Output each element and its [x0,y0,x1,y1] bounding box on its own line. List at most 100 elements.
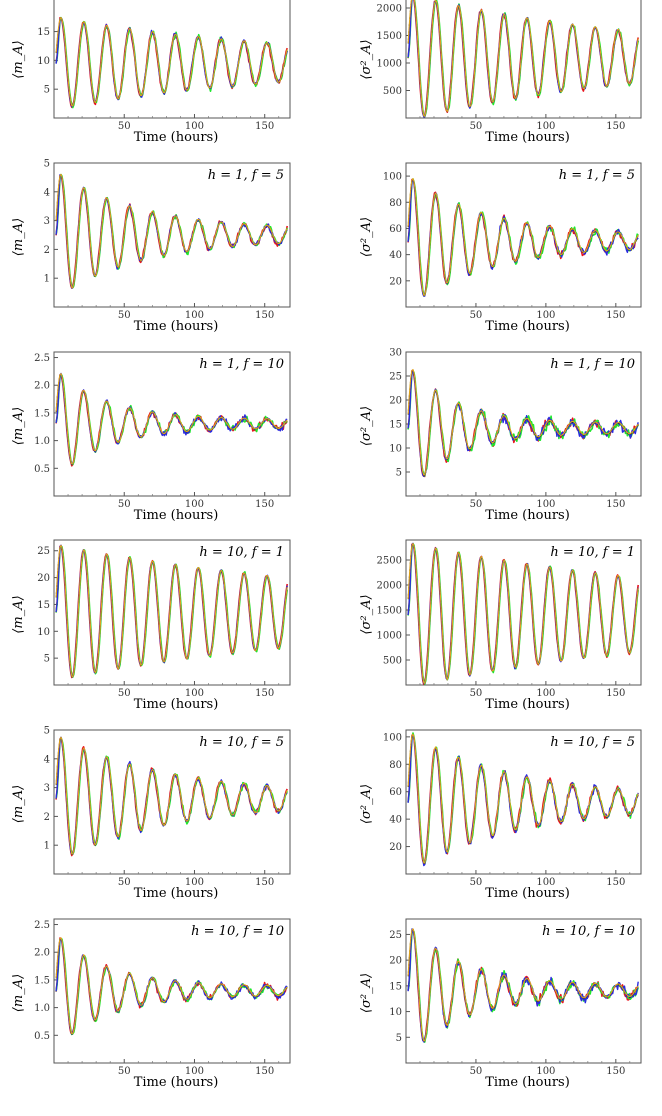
series-line-orange [407,928,639,1042]
chart-panel-7: 50 100 150 5 10 15 20 25 Time (hours) ⟨m_A⟩ h = 10… [11,539,291,712]
panel-annotation: h = 10, f = 10 [191,924,284,939]
y-tick-label: 5 [396,468,402,479]
series-line-red [407,543,639,685]
series-line-orange [407,178,639,296]
plot-frame [53,918,291,1064]
series-line-blue [407,0,639,118]
x-tick-label: 100 [185,310,204,321]
x-axis-label: Time (hours) [134,886,219,901]
series-line-red [407,0,639,117]
y-tick-label: 1 [44,841,50,852]
x-tick-label: 100 [536,877,555,888]
y-tick-label: 1500 [377,606,402,617]
y-tick-label: 500 [383,656,402,667]
x-tick-label: 100 [185,877,204,888]
x-tick-label: 50 [470,688,483,699]
y-tick-label: 20 [389,396,402,407]
y-tick-label: 10 [389,444,402,455]
y-tick-label: 500 [383,86,402,97]
y-tick-label: 25 [389,930,402,941]
y-tick-label: 10 [389,1007,402,1018]
y-tick-label: 2000 [377,581,402,592]
series-line-orange [55,544,288,678]
y-tick-label: 5 [44,85,50,96]
plot-frame [405,162,642,308]
chart-panel-2: 50 100 150 500 1000 1500 2000 Time (hours) ⟨σ²_A… [359,0,642,145]
y-tick-label: 2.5 [34,353,50,364]
x-tick-label: 50 [118,688,131,699]
chart-panel-5: 50 100 150 0.5 1.0 1.5 2.0 2.5 Time (hours) ⟨m_A⟩… [11,351,291,523]
y-tick-label: 80 [389,760,402,771]
x-tick-label: 150 [255,877,274,888]
x-axis-label: Time (hours) [485,130,570,145]
plot-frame [405,0,642,119]
y-axis-label: ⟨m_A⟩ [11,595,26,633]
y-tick-label: 20 [37,573,50,584]
panel-annotation: h = 10, f = 5 [550,735,635,750]
y-tick-label: 4 [44,187,50,198]
x-tick-label: 50 [470,121,483,132]
series-line-green [407,0,639,118]
y-tick-label: 5 [44,159,50,170]
series-line-orange [55,173,288,288]
x-tick-label: 50 [470,1066,483,1077]
x-tick-label: 150 [606,688,625,699]
x-tick-label: 100 [185,688,204,699]
chart-panel-3: 50 100 150 1 2 3 4 5 Time (hours) ⟨m_A⟩ h = 1, f =… [11,159,291,334]
plot-frame [405,729,642,875]
plot-frame [53,539,291,686]
y-axis-label: ⟨σ²_A⟩ [359,217,374,257]
x-tick-label: 150 [255,310,274,321]
x-axis-label: Time (hours) [134,697,219,712]
series-line-black [55,174,288,289]
x-tick-label: 150 [255,1066,274,1077]
y-tick-label: 1500 [377,31,402,42]
y-tick-label: 15 [37,600,50,611]
series-line-blue [55,174,288,289]
series-line-green [55,545,288,678]
series-line-orange [55,17,288,107]
x-tick-label: 150 [255,688,274,699]
series-line-black [407,0,639,118]
y-tick-label: 25 [389,372,402,383]
panel-annotation: h = 10, f = 10 [542,924,635,939]
panel-annotation: h = 10, f = 1 [199,545,284,560]
series-line-orange [55,736,288,855]
y-tick-label: 1.0 [34,436,50,447]
y-tick-label: 2 [44,812,50,823]
series-line-orange [55,937,288,1035]
series-line-black [55,545,288,678]
y-tick-label: 10 [37,627,50,638]
y-tick-label: 2 [44,245,50,256]
y-tick-label: 20 [389,276,402,287]
x-tick-label: 100 [536,1066,555,1077]
y-tick-label: 1000 [377,59,402,70]
y-tick-label: 20 [389,842,402,853]
x-tick-label: 50 [118,499,131,510]
panel-annotation: h = 1, f = 5 [559,168,635,183]
series-line-blue [407,542,639,685]
plot-frame [405,539,642,686]
y-tick-label: 0.5 [34,464,50,475]
series-line-green [55,173,288,289]
x-axis-label: Time (hours) [134,130,219,145]
y-tick-label: 60 [389,787,402,798]
x-axis-label: Time (hours) [485,697,570,712]
series-line-orange [407,542,639,684]
x-tick-label: 50 [118,1066,131,1077]
series-line-orange [407,733,639,864]
y-tick-label: 2500 [377,556,402,567]
series-line-black [407,734,639,864]
series-line-green [55,737,288,855]
y-tick-label: 4 [44,754,50,765]
y-tick-label: 25 [37,546,50,557]
y-tick-label: 5 [44,726,50,737]
y-tick-label: 0.5 [34,1031,50,1042]
panel-annotation: h = 10, f = 1 [550,545,635,560]
y-axis-label: ⟨σ²_A⟩ [359,973,374,1013]
y-tick-label: 1 [44,274,50,285]
y-tick-label: 2000 [377,4,402,15]
